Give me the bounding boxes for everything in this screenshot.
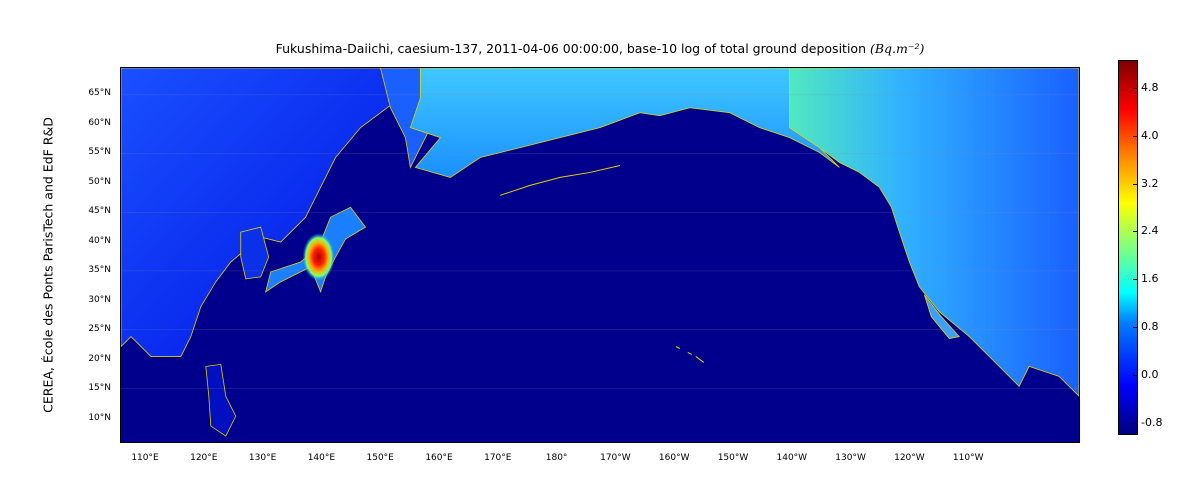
colorbar-tick-mark <box>1133 327 1138 329</box>
longitude-label: 120°W <box>894 453 925 463</box>
longitude-label: 130°E <box>248 453 277 463</box>
colorbar-tick-mark <box>1133 231 1138 233</box>
latitude-label: 55°N <box>88 147 111 157</box>
latitude-label: 35°N <box>88 265 111 275</box>
longitude-label: 160°E <box>425 453 453 463</box>
title-text: Fukushima-Daiichi, caesium-137, 2011-04-… <box>275 41 866 56</box>
deposition-map <box>120 67 1080 443</box>
graticule <box>121 94 1079 389</box>
colorbar-tick-label: 1.6 <box>1141 272 1159 286</box>
latitude-label: 65°N <box>88 88 111 98</box>
colorbar <box>1118 60 1138 435</box>
landmass-north-america <box>789 68 1079 397</box>
latitude-label: 50°N <box>88 176 111 187</box>
figure-title: Fukushima-Daiichi, caesium-137, 2011-04-… <box>0 41 1200 56</box>
landmass-korea <box>240 226 270 280</box>
latitude-label: 60°N <box>88 117 111 128</box>
longitude-label: 170°E <box>484 453 512 463</box>
longitude-label: 140°E <box>307 453 336 463</box>
landmass-philippines <box>205 363 237 437</box>
title-unit: (Bq.m⁻²) <box>869 41 925 56</box>
landmass-alaska <box>409 68 840 178</box>
longitude-label: 160°W <box>658 453 690 463</box>
longitude-label: 140°W <box>776 453 808 463</box>
longitude-label: 120°E <box>190 453 218 463</box>
longitude-label: 170°W <box>600 453 631 463</box>
colorbar-tick-mark <box>1133 135 1138 137</box>
longitude-label: 130°W <box>835 453 866 463</box>
colorbar-tick-label: 4.0 <box>1141 128 1159 142</box>
longitude-label: 150°E <box>366 453 394 463</box>
longitude-label: 150°W <box>717 453 749 463</box>
colorbar-tick-mark <box>1133 183 1138 185</box>
latitude-label: 40°N <box>88 235 111 246</box>
latitude-label: 20°N <box>88 353 111 364</box>
colorbar-tick-mark <box>1133 279 1138 281</box>
colorbar-tick-mark <box>1133 375 1138 377</box>
latitude-label: 25°N <box>88 324 111 334</box>
latitude-label: 45°N <box>88 206 111 216</box>
colorbar-tick-mark <box>1133 87 1138 89</box>
landmass-aleutians <box>500 164 621 196</box>
colorbar-tick-label: -0.8 <box>1141 416 1163 429</box>
colorbar-tick-mark <box>1133 423 1138 424</box>
longitude-label: 110°W <box>952 453 984 463</box>
longitude-label: 180° <box>545 453 568 463</box>
colorbar-tick-label: 2.4 <box>1141 224 1159 238</box>
landmass-hawaii <box>675 346 705 363</box>
latitude-label: 15°N <box>88 383 111 393</box>
latitude-label: 10°N <box>88 412 111 423</box>
colorbar-tick-label: 3.2 <box>1141 176 1159 190</box>
latitude-label: 30°N <box>88 294 111 305</box>
longitude-label: 110°E <box>131 453 159 463</box>
colorbar-tick-label: 4.8 <box>1141 80 1159 94</box>
landmass-baja <box>923 294 961 339</box>
colorbar-tick-label: 0.8 <box>1141 320 1159 334</box>
colorbar-tick-label: 0.0 <box>1141 368 1159 382</box>
fukushima-hotspot <box>302 233 335 281</box>
